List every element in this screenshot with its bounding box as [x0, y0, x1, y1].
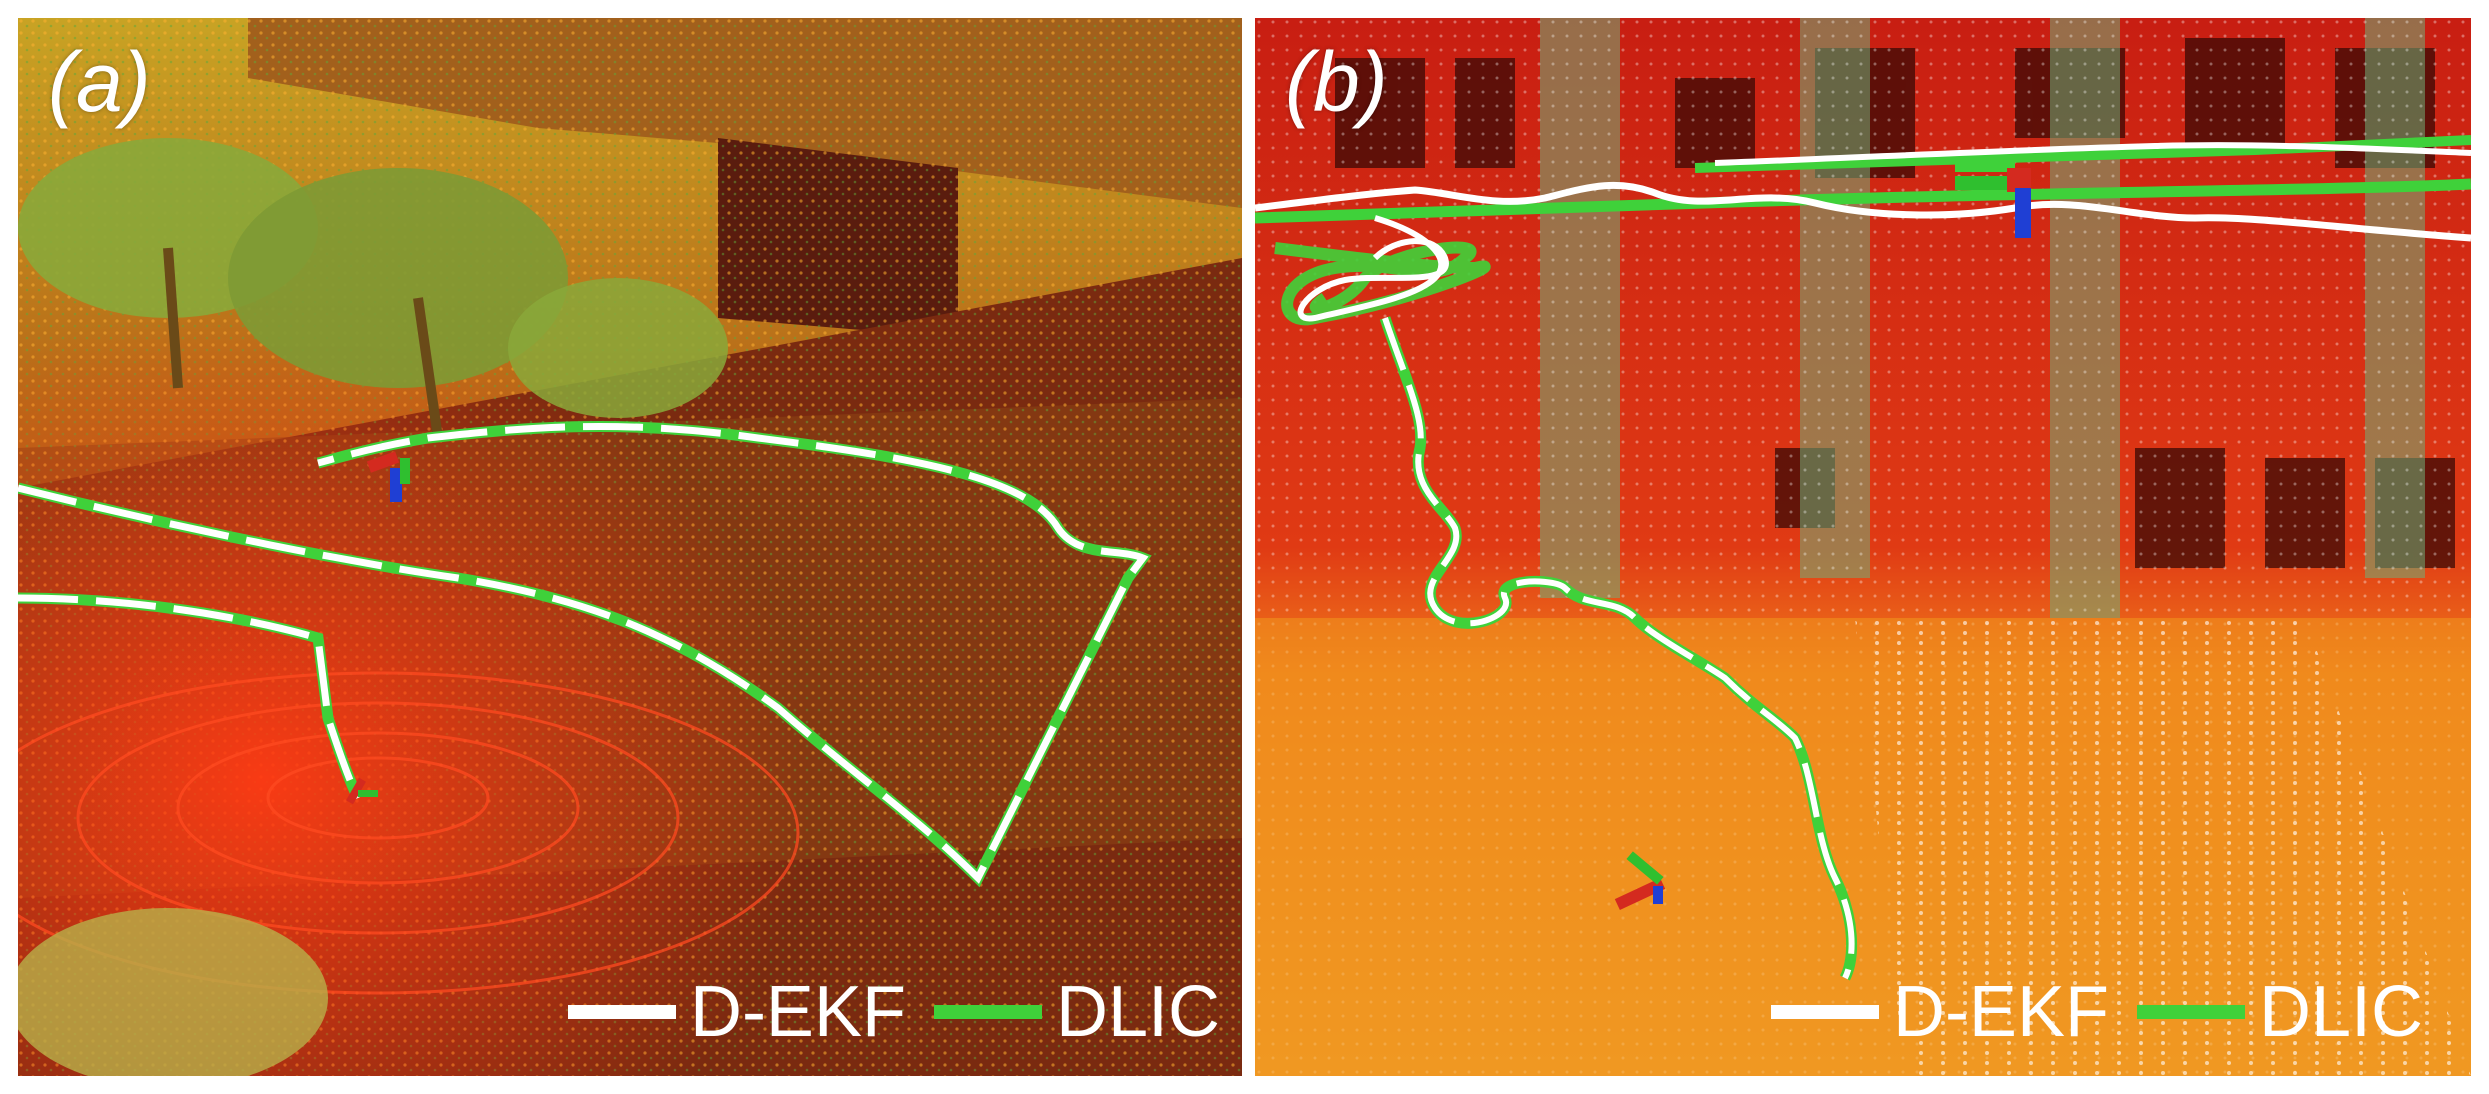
trees — [18, 138, 728, 1076]
legend-swatch-dekf — [567, 1005, 676, 1019]
trajectory-dekf-a-lower — [18, 594, 362, 800]
trajectory-dekf-a — [18, 422, 1149, 884]
trajectory-dlic-b-loop — [1274, 241, 1491, 326]
trajectory-dlic-b-top — [1694, 135, 2471, 173]
pose-marker-a-bottom — [346, 777, 378, 805]
legend-swatch-dlic — [2136, 1005, 2245, 1019]
legend-label-dlic: DLIC — [2258, 972, 2423, 1052]
point-cloud-street-scene — [18, 18, 1242, 1076]
panel-b: (b) D-EKF DLIC — [1255, 18, 2471, 1076]
trajectory-dekf-b-top — [1714, 142, 2471, 166]
legend-label-dekf: D-EKF — [1892, 972, 2109, 1052]
panel-a: (a) D-EKF DLIC — [18, 18, 1242, 1076]
pose-marker-b-top — [1955, 158, 2031, 238]
trajectory-dekf-b-loop — [1297, 215, 1449, 322]
panel-label-b: (b) — [1285, 35, 1388, 129]
legend-swatch-dekf — [1770, 1005, 1879, 1019]
trajectory-dlic-b-upper — [1255, 178, 2471, 224]
point-cloud-indoor-hall-scene — [1255, 18, 2471, 1076]
legend-swatch-dlic — [933, 1005, 1042, 1019]
trajectory-dekf-b-floor — [1382, 317, 1855, 980]
panel-label-a: (a) — [48, 35, 151, 129]
pose-marker-b-bottom — [1614, 851, 1666, 911]
legend-label-dekf: D-EKF — [689, 972, 906, 1052]
legend-label-dlic: DLIC — [1055, 972, 1220, 1052]
legend-a: D-EKF DLIC — [567, 972, 1220, 1052]
lidar-scan-rings — [18, 671, 800, 995]
legend-b: D-EKF DLIC — [1770, 972, 2423, 1052]
pose-marker-a-top — [366, 451, 410, 502]
trajectory-dekf-b-upper — [1255, 181, 2471, 242]
